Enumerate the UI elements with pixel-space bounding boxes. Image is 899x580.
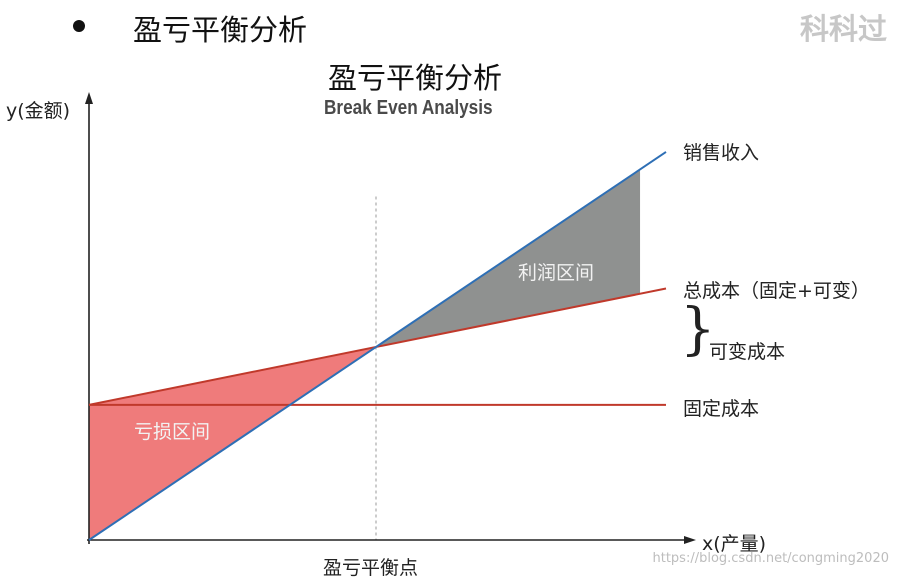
series-label-revenue: 销售收入 (683, 142, 760, 164)
series-label-fixed-cost: 固定成本 (683, 398, 760, 420)
brand-logo: 科科过 (799, 12, 887, 46)
y-axis-arrow-icon (85, 92, 93, 104)
series-label-total-cost: 总成本（固定+可变） (683, 280, 870, 302)
x-axis-label: x(产量) (702, 533, 767, 555)
variable-cost-brace-icon: } (680, 297, 716, 362)
bullet-icon (73, 20, 85, 32)
x-axis-arrow-icon (684, 536, 696, 544)
variable-cost-label: 可变成本 (709, 341, 786, 363)
loss-region-label: 亏损区间 (134, 421, 211, 443)
profit-region-label: 利润区间 (518, 262, 595, 284)
break-even-point-label: 盈亏平衡点 (323, 557, 419, 579)
slide-title: 盈亏平衡分析 (133, 13, 308, 47)
y-axis-label: y(金额) (6, 100, 71, 122)
watermark-text: https://blog.csdn.net/congming2020 (652, 551, 889, 566)
series-line-revenue (88, 151, 667, 541)
chart-subtitle: Break Even Analysis (324, 97, 493, 119)
chart-title: 盈亏平衡分析 (328, 61, 503, 95)
